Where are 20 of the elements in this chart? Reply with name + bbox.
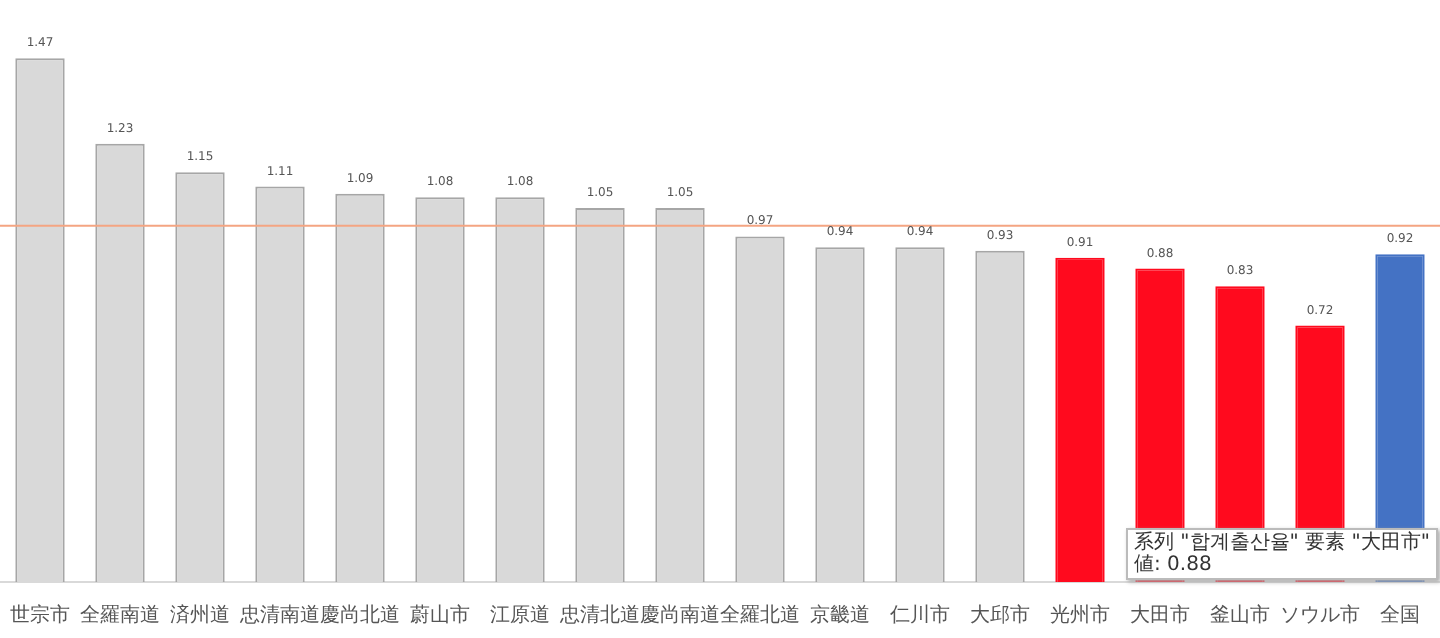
bar: [1055, 257, 1105, 582]
x-tick-label: ソウル市: [1280, 603, 1360, 628]
x-tick-label: 釜山市: [1210, 603, 1270, 628]
x-tick-label: 慶尚南道: [640, 603, 720, 628]
x-tick-label: 大田市: [1130, 603, 1190, 628]
x-tick-label: 済州道: [170, 603, 230, 628]
x-tick-label: 全国: [1380, 603, 1420, 628]
x-tick-label: 忠清南道: [238, 603, 320, 628]
annotation: 系列 "합계출산율" 要素 "大田市" 値: 0.88: [1126, 528, 1438, 580]
x-tick-label: 光州市: [1050, 603, 1110, 628]
x-tick-label: 大邱市: [970, 603, 1030, 628]
x-tick-label: 忠清北道: [558, 603, 640, 628]
x-tick-label: 全羅北道: [720, 603, 800, 628]
x-tick-label: 江原道: [490, 603, 550, 628]
x-tick-label: 全羅南道: [80, 603, 160, 628]
x-tick-label: 世宗市: [10, 603, 70, 628]
x-tick-label: 慶尚北道: [320, 603, 400, 628]
x-tick-label: 仁川市: [890, 603, 950, 628]
x-tick-label: 蔚山市: [410, 603, 470, 628]
x-tick-label: 京畿道: [810, 603, 870, 628]
